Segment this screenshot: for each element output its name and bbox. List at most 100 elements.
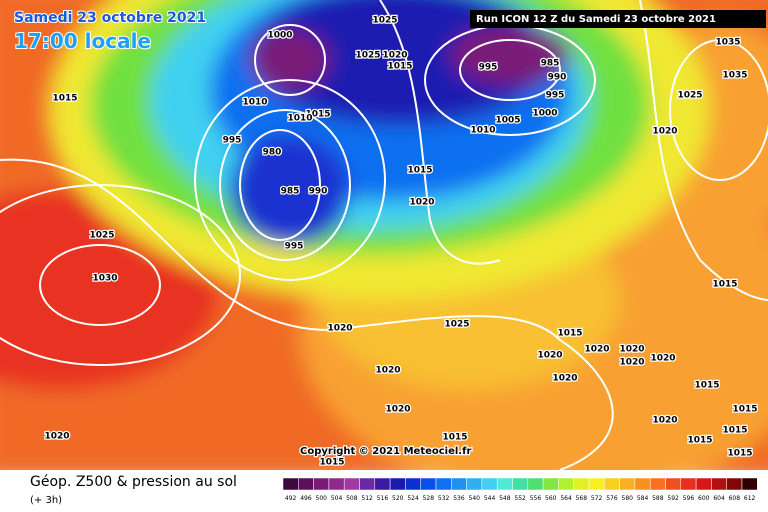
map-time: 17:00 locale [14, 29, 151, 53]
isobar-label: 1020 [375, 366, 400, 376]
scale-label: 608 [729, 495, 741, 502]
scale-swatch [405, 477, 421, 491]
scale-label: 568 [576, 495, 588, 502]
scale-swatch [634, 477, 651, 491]
scale-swatch [496, 477, 513, 491]
isobar-label: 1030 [92, 274, 117, 284]
scale-swatch [558, 477, 574, 491]
scale-label: 564 [560, 495, 572, 502]
isobar-label: 995 [285, 242, 304, 252]
isobar-label: 990 [309, 187, 328, 197]
scale-label: 500 [316, 495, 328, 502]
footer-lead: (+ 3h) [30, 495, 62, 506]
isobar-label: 1010 [287, 114, 312, 124]
scale-swatch [527, 477, 544, 491]
isobar-label: 1015 [722, 426, 747, 436]
scale-label: 496 [300, 495, 312, 502]
isobar-label: 1005 [495, 116, 520, 126]
isobar-label: 1015 [687, 436, 712, 446]
scale-swatch [680, 477, 697, 491]
scale-label: 604 [713, 495, 725, 502]
isobar-label: 1020 [652, 416, 677, 426]
isobar-label: 1020 [552, 374, 577, 384]
scale-label: 544 [484, 495, 496, 502]
footer-bar [0, 470, 768, 512]
scale-label: 520 [392, 495, 404, 502]
copyright: Copyright © 2021 Meteociel.fr [300, 446, 471, 457]
run-label: Run ICON 12 Z du Samedi 23 octobre 2021 [476, 14, 716, 25]
isobar-label: 995 [546, 91, 565, 101]
isobar-label: 995 [479, 63, 498, 73]
scale-swatch [451, 477, 467, 491]
isobar-label: 980 [263, 148, 282, 158]
isobar-label: 1015 [52, 94, 77, 104]
isobar-label: 1015 [712, 280, 737, 290]
scale-swatch [619, 477, 636, 491]
header: Samedi 23 octobre 2021 17:00 locale Run … [13, 9, 766, 54]
run-box [470, 10, 766, 28]
scale-swatch [343, 477, 360, 491]
scale-label: 536 [453, 495, 465, 502]
scale-label: 548 [499, 495, 511, 502]
isobar-label: 1020 [619, 345, 644, 355]
isobar-label: 1025 [677, 91, 702, 101]
isobar-label: 1010 [242, 98, 267, 108]
isobar-label: 1020 [44, 432, 69, 442]
scale-label: 584 [637, 495, 649, 502]
isobar-label: 995 [223, 136, 242, 146]
geopotential-field [0, 0, 768, 500]
isobars [0, 0, 768, 470]
isobar-label: 1000 [532, 109, 557, 119]
isobar-label: 1020 [385, 405, 410, 415]
scale-swatch [282, 477, 299, 491]
scale-label: 592 [667, 495, 679, 502]
isobar-label: 1020 [652, 127, 677, 137]
scale-swatch [389, 477, 406, 491]
scale-label: 540 [469, 495, 481, 502]
scale-swatch [726, 477, 743, 491]
isobar-label: 985 [541, 59, 560, 69]
scale-swatch [573, 477, 590, 491]
isobar-label: 1020 [409, 198, 434, 208]
scale-swatch [512, 477, 529, 491]
isobar-label: 1020 [327, 324, 352, 334]
isobar-label: 1015 [319, 458, 344, 468]
isobar-label: 1015 [557, 329, 582, 339]
scale-label: 600 [698, 495, 710, 502]
isobar-label: 1020 [537, 351, 562, 361]
color-scale: 492 496 500 504 508 512 516 520 524 528 532 536 540 5… [282, 477, 758, 502]
footer-title: Géop. Z500 & pression au sol [30, 474, 237, 490]
isobar-label: 1025 [372, 16, 397, 26]
isobar-label: 1015 [442, 433, 467, 443]
isobar-label: 1015 [387, 62, 412, 72]
isobar-label: 1000 [267, 31, 292, 41]
scale-label: 552 [514, 495, 526, 502]
isobar-label: 1035 [722, 71, 747, 81]
scale-label: 512 [361, 495, 373, 502]
scale-swatch [665, 477, 682, 491]
isobar-label: 985 [281, 187, 300, 197]
scale-swatch [588, 477, 605, 491]
scale-label: 596 [683, 495, 695, 502]
scale-swatch [313, 477, 330, 491]
scale-swatch [298, 477, 314, 491]
scale-swatch [466, 477, 483, 491]
scale-label: 588 [652, 495, 664, 502]
isobar-label: 1025 [444, 320, 469, 330]
isobar-label: 1020 [584, 345, 609, 355]
scale-label: 556 [530, 495, 542, 502]
isobar-label: 1020 [382, 51, 407, 61]
scale-label: 572 [591, 495, 603, 502]
scale-label: 612 [744, 495, 756, 502]
scale-label: 524 [407, 495, 419, 502]
map-title: Samedi 23 octobre 2021 [14, 10, 206, 26]
scale-swatch [649, 477, 666, 491]
scale-swatch [420, 477, 437, 491]
scale-swatch [359, 477, 376, 491]
scale-swatch [374, 477, 391, 491]
scale-swatch [604, 477, 620, 491]
isobar-label: 1025 [89, 231, 114, 241]
isobar-label: 1025 [355, 51, 380, 61]
